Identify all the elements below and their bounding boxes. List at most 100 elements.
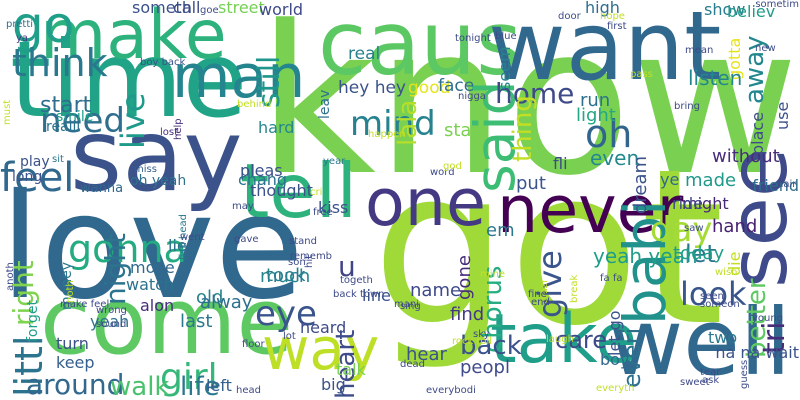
word-find: find bbox=[450, 304, 485, 325]
word-day: day bbox=[650, 210, 713, 250]
word-much: much bbox=[260, 266, 311, 287]
word-let: let bbox=[685, 240, 716, 268]
word-might: might bbox=[682, 194, 729, 213]
word-turn: turn bbox=[56, 334, 89, 353]
word-oh: oh bbox=[585, 112, 633, 156]
word-dead: dead bbox=[400, 359, 425, 370]
word-went: went bbox=[180, 232, 205, 243]
word-good: good bbox=[408, 78, 451, 98]
word-hear: hear bbox=[406, 344, 447, 365]
word-make: make bbox=[40, 0, 227, 75]
word-life: life bbox=[180, 372, 220, 400]
word-live: live bbox=[114, 92, 152, 149]
word-today: today bbox=[673, 243, 725, 264]
word-oh-yeah: oh yeah bbox=[130, 173, 187, 189]
word-boy: boy bbox=[600, 350, 630, 369]
word-big: big bbox=[321, 375, 346, 394]
word-cri: cri bbox=[310, 187, 323, 198]
word-gonna: gonna bbox=[68, 227, 187, 271]
word-nigga: nigga bbox=[458, 91, 486, 102]
word-guess: guess bbox=[739, 359, 750, 389]
word-around: around bbox=[26, 368, 125, 400]
word-gave: gave bbox=[234, 234, 259, 245]
word-smile: smile bbox=[56, 109, 94, 125]
word-last: last bbox=[180, 311, 213, 332]
word-want: want bbox=[488, 0, 722, 102]
word-tonight: tonight bbox=[455, 33, 491, 44]
word-break: break bbox=[569, 274, 580, 303]
word-hair: hair bbox=[777, 179, 797, 190]
word-pleas: pleas bbox=[240, 161, 283, 180]
word-rock-roll: rock roll bbox=[452, 336, 493, 347]
word-seen: seen bbox=[700, 291, 724, 302]
word-em: em bbox=[486, 220, 515, 241]
word-go: go bbox=[12, 0, 75, 54]
word-time: time bbox=[10, 19, 248, 141]
word-kiss: kiss bbox=[318, 198, 349, 217]
word-fine: fine bbox=[528, 289, 547, 300]
word-young: young bbox=[752, 313, 784, 324]
word-forget: forget bbox=[25, 300, 41, 342]
word-made: made bbox=[685, 170, 737, 191]
word-first: first bbox=[607, 21, 627, 32]
word-anoth: anoth bbox=[5, 262, 16, 291]
word-fli: fli bbox=[553, 154, 568, 173]
word-ya: ya bbox=[16, 33, 29, 44]
word-seem: seem bbox=[495, 46, 514, 90]
word-pretti: pretti bbox=[6, 19, 34, 30]
word-sweet: sweet bbox=[680, 377, 710, 388]
word-way: way bbox=[262, 315, 380, 383]
word-move: move bbox=[130, 258, 175, 277]
word-miss: miss bbox=[134, 164, 157, 175]
word-need: need bbox=[40, 101, 125, 141]
word-leav: leav bbox=[317, 89, 333, 119]
word-happen: happen bbox=[368, 129, 406, 140]
word-light: light bbox=[576, 105, 616, 126]
word-care: care bbox=[555, 326, 608, 354]
word-wrong: wrong bbox=[96, 305, 127, 316]
word-head: head bbox=[236, 385, 261, 396]
word-wanna: wanna bbox=[80, 181, 124, 196]
word-old: old bbox=[196, 287, 224, 308]
word-new: new bbox=[755, 43, 776, 54]
word-alway: alway bbox=[200, 292, 253, 313]
word-place: place bbox=[748, 111, 767, 155]
word-friend: friend bbox=[752, 176, 799, 195]
word-hit: hit bbox=[304, 254, 315, 268]
word-floor: floor bbox=[242, 339, 265, 350]
word-use: use bbox=[773, 101, 792, 130]
word-hey-hey: hey hey bbox=[338, 78, 406, 98]
word-alon: alon bbox=[140, 296, 175, 315]
word-sometim: sometim bbox=[755, 0, 799, 10]
word-lot: lot bbox=[283, 331, 296, 342]
word-watch: watch bbox=[126, 275, 175, 294]
word-put: put bbox=[516, 173, 546, 194]
word-peopl: peopl bbox=[460, 357, 510, 378]
word-tear: tear bbox=[700, 367, 721, 378]
word-ride: ride bbox=[672, 194, 704, 213]
word-face: face bbox=[438, 76, 475, 96]
word-take: take bbox=[490, 300, 638, 379]
word-took: took bbox=[266, 265, 306, 286]
word-walk: walk bbox=[110, 372, 170, 400]
word-sit: sit bbox=[52, 154, 64, 165]
word-eye: eye bbox=[255, 294, 317, 334]
word-gone: gone bbox=[454, 255, 475, 300]
word-pass: pass bbox=[630, 69, 653, 80]
word-name: name bbox=[410, 280, 462, 301]
word-u: u bbox=[338, 250, 356, 283]
word-run: run bbox=[580, 90, 611, 111]
word-sound: sound bbox=[96, 319, 127, 330]
word-yeah-yeah: yeah yeah bbox=[593, 244, 698, 268]
word-fa-fa: fa fa bbox=[600, 273, 623, 284]
word-end: end bbox=[531, 297, 550, 308]
word-hope: hope bbox=[600, 11, 625, 22]
word-girl: girl bbox=[160, 357, 218, 398]
word-someth: someth bbox=[132, 0, 192, 17]
word-ask: ask bbox=[702, 375, 720, 386]
word-realli: realli bbox=[46, 119, 81, 135]
word-line: line bbox=[362, 286, 391, 305]
word-bring: bring bbox=[674, 101, 700, 112]
word-boy-back: boy back bbox=[140, 57, 186, 68]
